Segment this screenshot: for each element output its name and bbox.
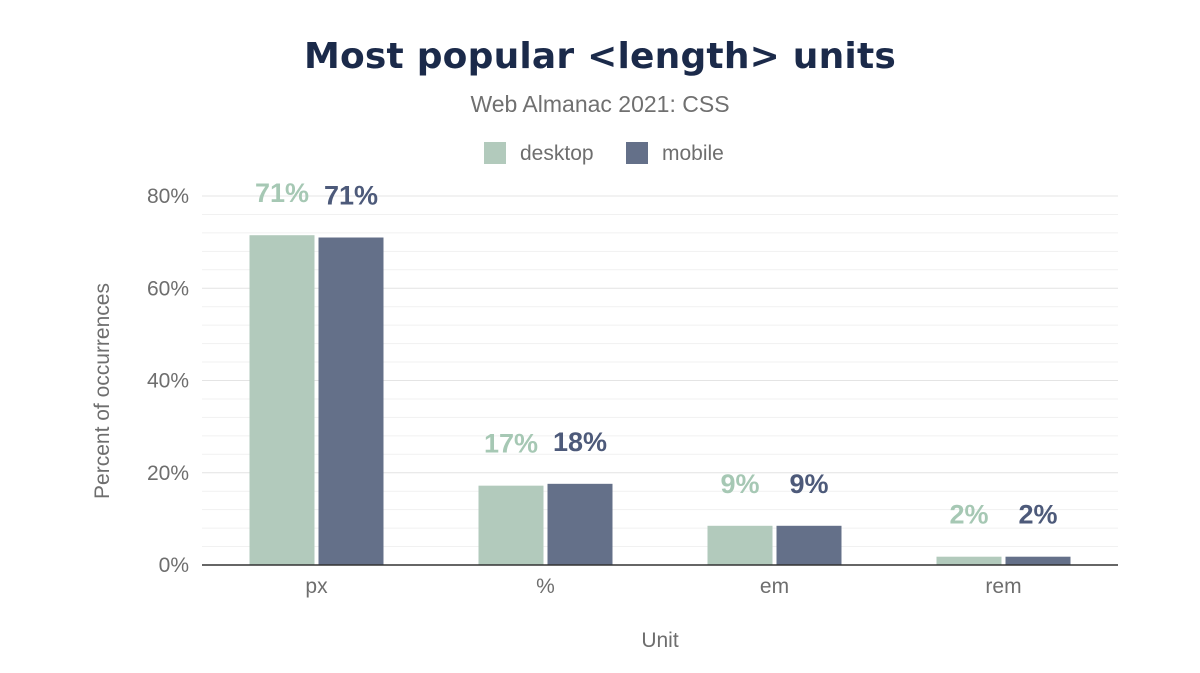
data-label-desktop: 71% bbox=[255, 178, 309, 208]
bar-mobile[interactable] bbox=[318, 237, 384, 565]
bar-mobile[interactable] bbox=[1005, 556, 1071, 565]
data-labels: 71% 71% 17% 18% 9% 9% 2% 2% bbox=[255, 178, 1058, 529]
legend-swatch bbox=[626, 142, 648, 164]
x-tick-label: % bbox=[536, 575, 555, 598]
y-tick-label: 40% bbox=[147, 370, 189, 393]
y-axis-title: Percent of occurrences bbox=[91, 283, 114, 499]
chart-title: Most popular <length> units bbox=[303, 36, 897, 77]
legend-label: mobile bbox=[662, 142, 724, 165]
chart-subtitle: Web Almanac 2021: CSS bbox=[470, 91, 730, 117]
x-tick-label: em bbox=[760, 575, 789, 598]
bar-desktop[interactable] bbox=[478, 485, 544, 565]
bars bbox=[249, 235, 1071, 566]
data-label-mobile: 18% bbox=[553, 427, 607, 457]
legend-swatch bbox=[484, 142, 506, 164]
y-tick-label: 60% bbox=[147, 277, 189, 300]
y-tick-label: 80% bbox=[147, 185, 189, 208]
bar-desktop[interactable] bbox=[707, 525, 773, 565]
bar-desktop[interactable] bbox=[936, 556, 1002, 565]
bar-mobile[interactable] bbox=[547, 483, 613, 565]
legend-label: desktop bbox=[520, 142, 594, 165]
data-label-mobile: 71% bbox=[324, 181, 378, 211]
x-tick-label: px bbox=[305, 575, 328, 598]
bar-mobile[interactable] bbox=[776, 525, 842, 565]
x-tick-label: rem bbox=[985, 575, 1021, 598]
y-tick-label: 0% bbox=[159, 554, 189, 577]
y-tick-label: 20% bbox=[147, 462, 189, 485]
bar-desktop[interactable] bbox=[249, 235, 315, 566]
legend: desktop mobile bbox=[484, 142, 724, 165]
data-label-mobile: 2% bbox=[1018, 500, 1057, 530]
x-axis-title: Unit bbox=[641, 629, 679, 652]
legend-item-mobile[interactable]: mobile bbox=[626, 142, 724, 165]
legend-item-desktop[interactable]: desktop bbox=[484, 142, 594, 165]
data-label-desktop: 2% bbox=[949, 500, 988, 530]
axes: 0% 20% 40% 60% 80% px% em rem Unit Percent of occ… bbox=[91, 185, 1118, 652]
data-label-desktop: 17% bbox=[484, 429, 538, 459]
data-label-desktop: 9% bbox=[720, 469, 759, 499]
data-label-mobile: 9% bbox=[789, 469, 828, 499]
